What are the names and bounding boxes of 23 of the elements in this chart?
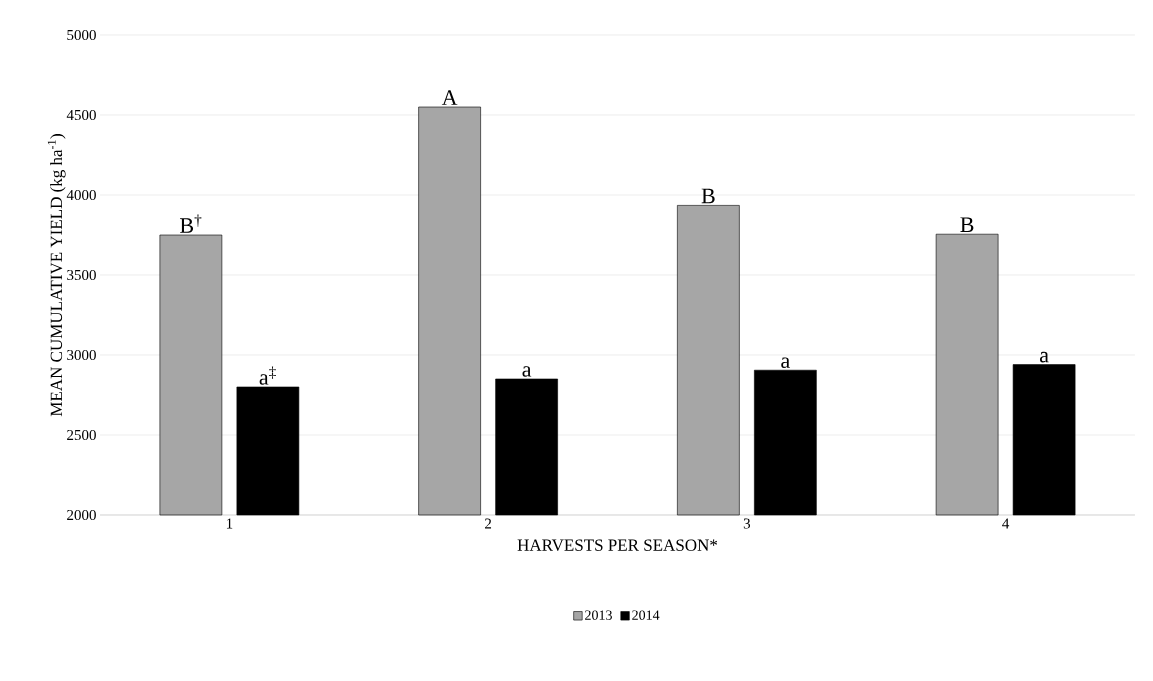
legend-label: 2014 xyxy=(632,610,660,620)
annotation: B$^{†}$ xyxy=(180,214,202,233)
y-tick-label: 3000 xyxy=(67,349,96,361)
annotation: a xyxy=(522,366,532,377)
y-tick-label: 5000 xyxy=(67,29,96,41)
legend-label: 2013 xyxy=(585,610,612,620)
x-tick-label: 4 xyxy=(1002,518,1010,529)
x-tick-label: 1 xyxy=(226,518,233,529)
annotation: B xyxy=(960,217,974,232)
y-axis-title: MEAN CUMULATIVE YIELD (kg ha$^{-1}$) xyxy=(47,134,66,417)
annotation: a xyxy=(1040,351,1049,363)
y-tick-label: 4000 xyxy=(66,189,96,201)
y-tick-label: 2500 xyxy=(67,429,96,441)
annotation: a xyxy=(781,357,790,368)
y-tick-label: 4500 xyxy=(66,109,96,121)
x-tick-label: 2 xyxy=(485,518,492,529)
y-tick-label: 2000 xyxy=(67,509,96,521)
x-tick-label: 3 xyxy=(743,518,751,529)
annotation: B xyxy=(701,188,715,204)
y-tick-label: 3500 xyxy=(67,269,96,281)
annotation: a$^{‡}$ xyxy=(259,366,276,385)
x-axis-title: HARVESTS PER SEASON* xyxy=(517,539,718,551)
annotation: A xyxy=(441,90,458,105)
